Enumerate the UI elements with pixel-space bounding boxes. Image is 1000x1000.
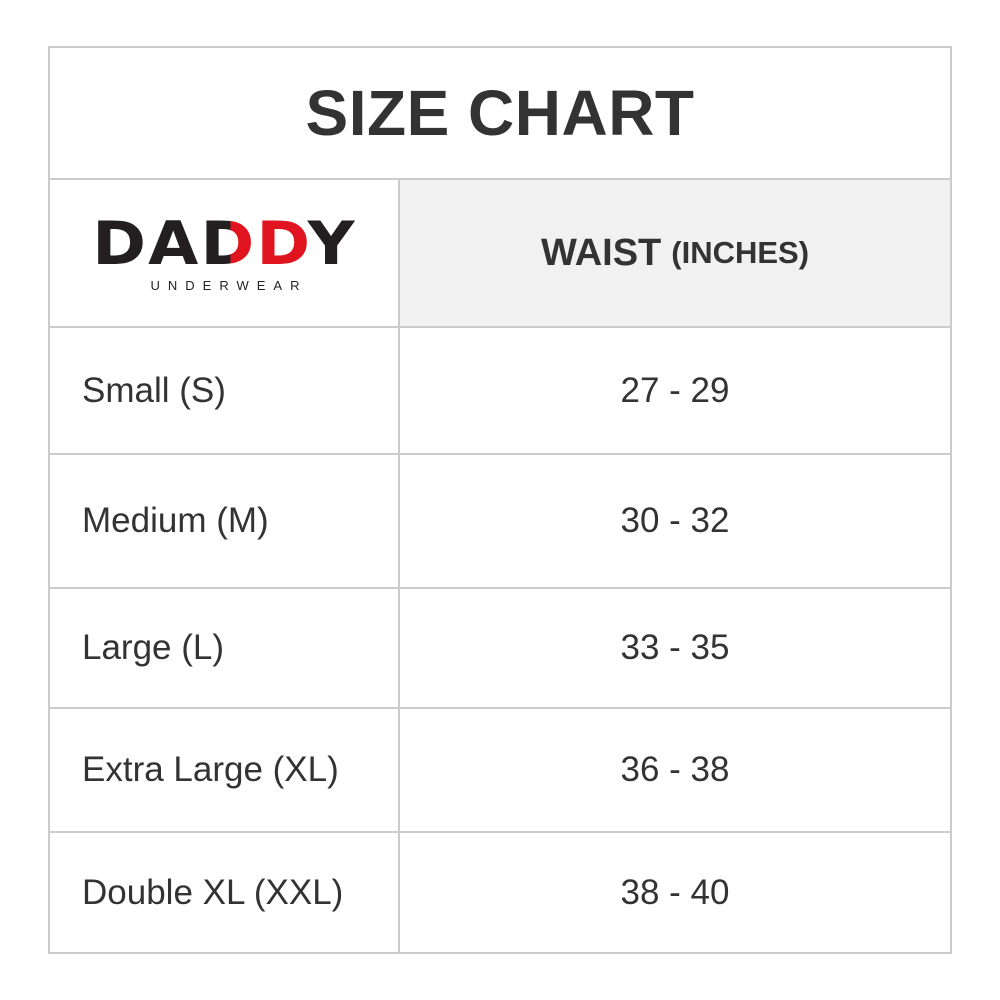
divider [50,453,950,455]
size-label: Small (S) [82,370,226,410]
divider [398,178,400,952]
logo-text: DA [91,208,200,279]
waist-value: 30 - 32 [620,501,730,540]
divider [50,831,950,833]
logo-wordmark: DADDY [92,214,357,274]
waist-value: 38 - 40 [620,872,730,912]
waist-value: 36 - 38 [620,750,730,789]
waist-value: 27 - 29 [620,370,730,410]
header-measure: WAIST [540,231,662,274]
logo-tagline: UNDERWEAR [150,277,308,293]
logo-text: Y [307,208,357,279]
size-label: Extra Large (XL) [82,750,339,789]
logo-text-red: DD [199,208,308,279]
size-label: Double XL (XXL) [82,872,344,912]
divider [50,326,950,328]
brand-logo: DADDY UNDERWEAR [50,180,398,326]
header-unit: (INCHES) [671,235,810,270]
column-header-waist: WAIST (INCHES) [400,180,950,326]
waist-value: 33 - 35 [620,628,730,667]
size-chart-table: SIZE CHART DADDY UNDERWEAR WAIST (INCHES)… [48,46,952,954]
size-label: Medium (M) [82,501,269,540]
divider [50,178,950,180]
divider [50,587,950,589]
page-title: SIZE CHART [305,77,695,149]
size-label: Large (L) [82,628,225,667]
divider [50,707,950,709]
